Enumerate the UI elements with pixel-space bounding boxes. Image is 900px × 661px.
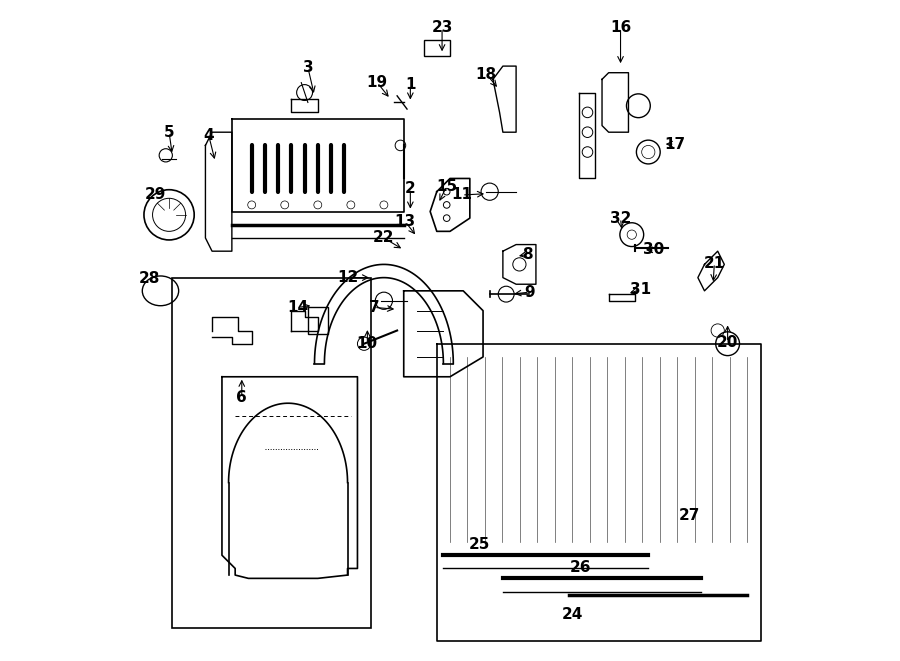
- Text: 27: 27: [679, 508, 700, 523]
- Text: 28: 28: [139, 272, 160, 286]
- Text: 26: 26: [570, 560, 591, 574]
- Text: 25: 25: [469, 537, 491, 551]
- Bar: [424, 40, 450, 56]
- Text: 20: 20: [717, 335, 738, 350]
- Text: 23: 23: [431, 20, 453, 35]
- Text: 16: 16: [610, 20, 631, 35]
- Text: 3: 3: [302, 60, 313, 75]
- Text: 21: 21: [704, 256, 725, 270]
- Text: 6: 6: [237, 391, 248, 405]
- Bar: [173, 278, 371, 628]
- Text: 11: 11: [452, 188, 472, 202]
- Text: 30: 30: [643, 243, 664, 257]
- Text: 18: 18: [476, 67, 497, 81]
- Text: 32: 32: [610, 211, 631, 225]
- Text: 8: 8: [522, 247, 533, 262]
- Text: 2: 2: [405, 181, 416, 196]
- Text: 9: 9: [524, 285, 535, 299]
- Text: 4: 4: [203, 128, 214, 143]
- Text: 24: 24: [562, 607, 583, 622]
- Text: 10: 10: [356, 336, 378, 351]
- Text: 29: 29: [145, 188, 166, 202]
- Text: 12: 12: [337, 270, 358, 285]
- Text: 5: 5: [164, 125, 175, 139]
- Text: 17: 17: [664, 137, 685, 151]
- Text: 7: 7: [369, 300, 379, 315]
- Text: 19: 19: [366, 75, 388, 90]
- Text: 22: 22: [374, 231, 395, 245]
- Bar: [308, 307, 328, 334]
- Text: 14: 14: [287, 300, 309, 315]
- Text: 15: 15: [436, 179, 457, 194]
- Text: 13: 13: [394, 214, 416, 229]
- Text: 1: 1: [405, 77, 416, 92]
- Text: 31: 31: [630, 282, 651, 297]
